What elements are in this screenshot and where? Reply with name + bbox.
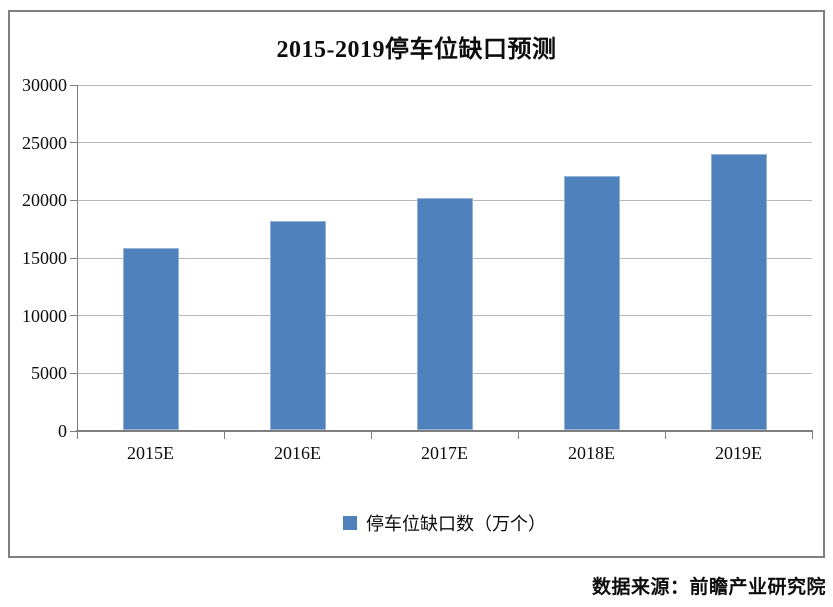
y-axis-tick	[70, 372, 78, 374]
gridline	[77, 84, 812, 86]
bar	[563, 176, 620, 430]
y-axis-tick-label: 20000	[22, 190, 67, 211]
x-axis-tick	[518, 432, 519, 439]
x-axis-tick-label: 2019E	[715, 443, 762, 463]
x-axis-tick-label: 2015E	[127, 443, 174, 463]
x-axis-tick	[224, 432, 225, 439]
x-axis-tick-label: 2016E	[274, 443, 321, 463]
y-axis-tick-label: 15000	[22, 248, 67, 268]
y-axis-tick-label: 5000	[31, 363, 67, 384]
y-axis-tick	[70, 315, 78, 317]
legend-label: 停车位缺口数（万个）	[366, 514, 546, 534]
y-axis-tick-label: 0	[58, 421, 67, 441]
y-axis-tick	[70, 430, 78, 432]
plot-area	[70, 84, 813, 439]
x-axis-tick	[371, 432, 372, 439]
x-axis-tick	[812, 432, 813, 439]
y-axis-tick	[70, 84, 78, 86]
gridline	[77, 142, 812, 144]
bar	[710, 154, 767, 430]
y-axis-tick	[70, 142, 78, 144]
y-axis-tick-label: 25000	[22, 132, 67, 153]
legend-color-swatch	[343, 516, 357, 530]
y-axis-tick-label: 10000	[22, 305, 67, 326]
x-axis-tick	[77, 432, 78, 439]
bar	[122, 247, 179, 430]
y-axis-tick-label: 30000	[22, 75, 67, 95]
x-axis-line	[76, 430, 813, 432]
legend: 停车位缺口数（万个）	[77, 510, 812, 536]
chart-box: 2015-2019停车位缺口预测 2015E 2016E 2017E 2018E 201…	[8, 10, 825, 558]
bar	[416, 198, 473, 430]
y-axis-tick	[70, 257, 78, 259]
y-axis-line	[77, 85, 78, 431]
x-axis-tick-label: 2018E	[568, 443, 615, 463]
source-note: 数据来源：前瞻产业研究院	[591, 577, 826, 598]
x-axis-tick-label: 2017E	[421, 443, 468, 463]
chart-title: 2015-2019停车位缺口预测	[276, 37, 557, 63]
bar	[269, 221, 326, 430]
y-axis-tick	[70, 199, 78, 201]
x-axis-tick	[665, 432, 666, 439]
